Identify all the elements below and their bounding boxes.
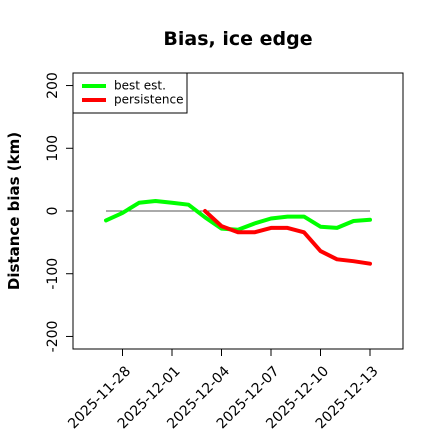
y-tick-label: 100	[45, 135, 61, 162]
y-tick-label: 200	[45, 72, 61, 99]
plot-area: 2001000-100-2002025-11-282025-12-012025-…	[45, 72, 404, 432]
y-tick-label: -200	[45, 321, 61, 353]
legend-box	[72, 72, 188, 114]
chart-title: Bias, ice edge	[163, 28, 312, 50]
y-tick-label: 0	[45, 207, 61, 216]
series-line-persistence	[203, 209, 372, 266]
legend-label: best est.	[114, 79, 166, 93]
y-tick-label: -100	[45, 258, 61, 290]
series-line-best-est	[104, 199, 372, 232]
y-axis-label: Distance bias (km)	[5, 132, 23, 290]
legend-label: persistence	[114, 93, 183, 107]
